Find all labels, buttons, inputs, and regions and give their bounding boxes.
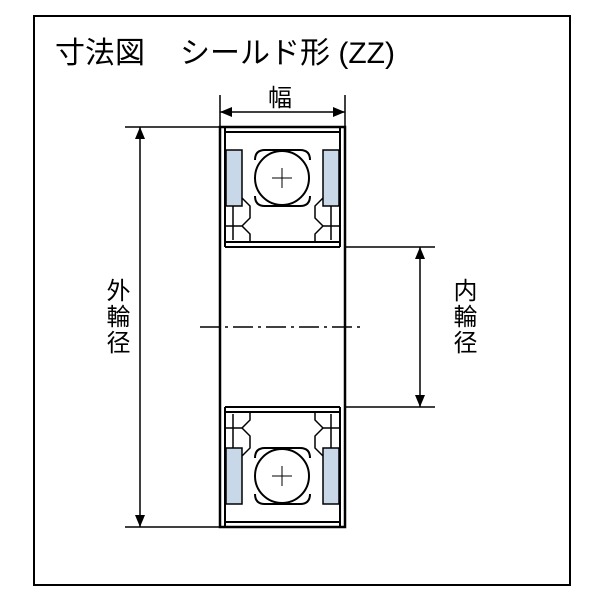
diagram-container: 寸法図 シールド形 (ZZ) 幅 外輪径 内輪径 — [0, 0, 600, 600]
bearing-diagram — [0, 0, 600, 600]
